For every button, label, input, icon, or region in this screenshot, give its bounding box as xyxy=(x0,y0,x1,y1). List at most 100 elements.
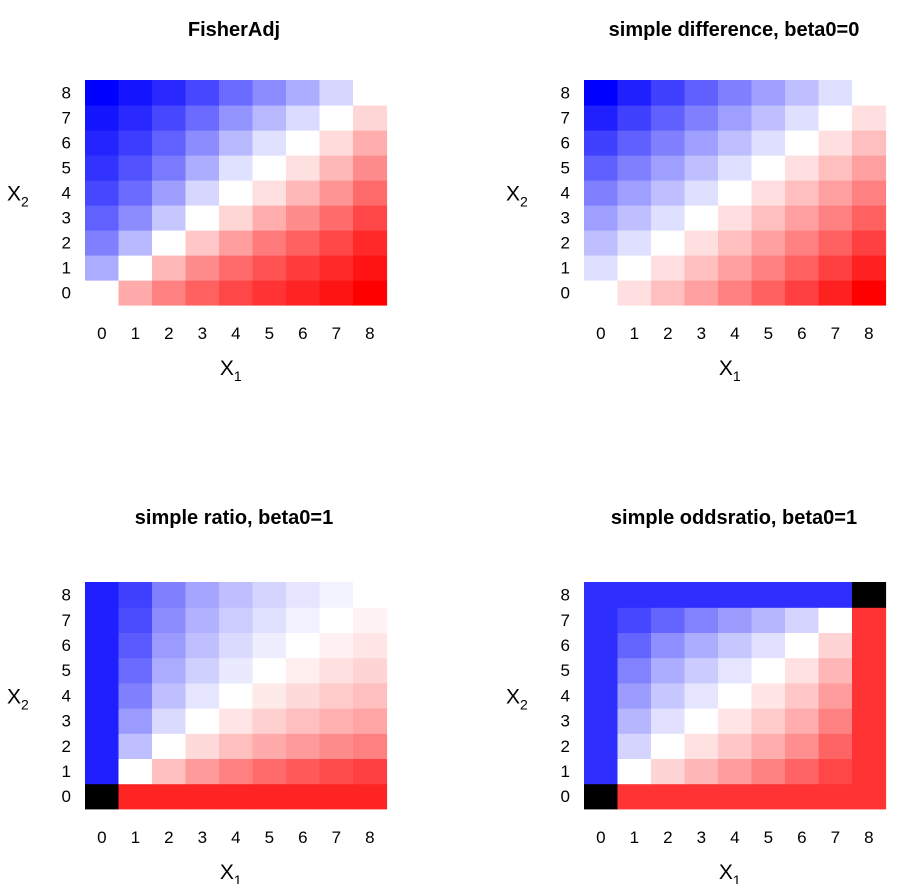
heatmap-cell xyxy=(751,255,786,281)
heatmap-cell xyxy=(219,205,254,231)
heatmap-cell xyxy=(319,657,354,684)
y-tick-label: 6 xyxy=(561,636,570,655)
y-tick-label: 6 xyxy=(62,134,71,153)
heatmap-cell xyxy=(684,682,719,709)
heatmap-cell xyxy=(252,255,287,281)
heatmap-cell xyxy=(219,582,254,608)
heatmap-cell xyxy=(651,180,686,206)
heatmap-cell xyxy=(617,80,652,106)
heatmap-cell xyxy=(785,205,820,231)
heatmap-cell xyxy=(286,783,321,810)
y-tick-label: 4 xyxy=(62,184,71,203)
heatmap-cell xyxy=(818,657,853,684)
heatmap-cell xyxy=(85,607,120,633)
heatmap-cell xyxy=(785,155,820,181)
heatmap-cell xyxy=(617,205,652,231)
heatmap-cell xyxy=(252,783,287,810)
heatmap-cell xyxy=(252,632,287,659)
y-tick-label: 1 xyxy=(62,762,71,781)
heatmap-cell xyxy=(785,758,820,785)
heatmap-cell xyxy=(353,205,388,231)
heatmap-cell xyxy=(818,130,853,156)
heatmap-panel-4: simple oddsratio, beta0=1 0 1 2 3 4 5 6 7 8 0 1 2 3 4 5… xyxy=(506,507,887,884)
x-tick-label: 5 xyxy=(265,324,274,343)
heatmap-cell xyxy=(286,582,321,608)
x-tick-label: 4 xyxy=(231,828,240,847)
heatmap-cell xyxy=(852,657,887,684)
heatmap-cell xyxy=(684,130,719,156)
heatmap-cell xyxy=(852,80,887,106)
y-axis-label: X2 xyxy=(506,183,528,210)
heatmap-cell xyxy=(219,607,254,633)
heatmap-cell xyxy=(118,155,153,181)
heatmap-cell xyxy=(651,657,686,684)
heatmap-cell xyxy=(785,230,820,256)
heatmap-cell xyxy=(319,205,354,231)
heatmap-cell xyxy=(718,180,753,206)
heatmap-cell xyxy=(751,733,786,759)
x-axis-label: X1 xyxy=(220,357,242,384)
y-tick-label: 2 xyxy=(561,737,570,756)
heatmap-cell xyxy=(718,632,753,659)
heatmap-cell xyxy=(286,733,321,759)
panel-title: simple oddsratio, beta0=1 xyxy=(611,507,857,529)
heatmap-cell xyxy=(219,657,254,684)
heatmap-cell xyxy=(584,180,619,206)
heatmap-cell xyxy=(617,130,652,156)
heatmap-cell xyxy=(584,80,619,106)
heatmap-cell xyxy=(353,255,388,281)
heatmap-cell xyxy=(85,230,120,256)
x-tick-label: 5 xyxy=(764,324,773,343)
x-tick-label: 0 xyxy=(97,324,106,343)
heatmap-cell xyxy=(751,632,786,659)
heatmap-cell xyxy=(286,607,321,633)
heatmap-cell xyxy=(152,80,187,106)
heatmap-cell xyxy=(152,205,187,231)
heatmap-cell xyxy=(785,682,820,709)
heatmap-cell xyxy=(818,607,853,633)
x-tick-label: 2 xyxy=(164,324,173,343)
heatmap-cell xyxy=(286,130,321,156)
heatmap-cell xyxy=(219,682,254,709)
heatmap-cell xyxy=(684,80,719,106)
x-tick-label: 3 xyxy=(697,828,706,847)
y-tick-label: 8 xyxy=(62,84,71,103)
heatmap-cell xyxy=(818,682,853,709)
heatmap-cell xyxy=(219,180,254,206)
heatmap-cell xyxy=(584,733,619,759)
heatmap-cell xyxy=(785,607,820,633)
panel-title: simple difference, beta0=0 xyxy=(609,19,860,41)
heatmap-cell xyxy=(353,632,388,659)
heatmap-cell xyxy=(684,607,719,633)
x-tick-label: 2 xyxy=(663,828,672,847)
heatmap-cell xyxy=(617,733,652,759)
heatmap-cell xyxy=(219,708,254,734)
heatmap-cell xyxy=(751,80,786,106)
heatmap-cell xyxy=(818,155,853,181)
heatmap-cell xyxy=(85,180,120,206)
heatmap-cell xyxy=(718,105,753,131)
heatmap-panel-3: simple ratio, beta0=1 0 1 2 3 4 5 6 7 8 0 1 2 3 4 5 6 7 8 X… xyxy=(7,507,388,884)
heatmap-cell xyxy=(852,582,887,608)
heatmap-cell xyxy=(818,582,853,608)
heatmap-cell xyxy=(751,758,786,785)
y-tick-label: 0 xyxy=(561,284,570,303)
y-tick-label: 5 xyxy=(561,159,570,178)
heatmap-cell xyxy=(818,280,853,306)
heatmap-cell xyxy=(185,230,220,256)
y-tick-label: 1 xyxy=(561,259,570,278)
heatmap-cell xyxy=(118,682,153,709)
heatmap-cell xyxy=(286,682,321,709)
y-axis-label: X2 xyxy=(7,183,29,210)
x-tick-label: 8 xyxy=(365,324,374,343)
heatmap-cell xyxy=(651,682,686,709)
y-tick-label: 2 xyxy=(62,737,71,756)
heatmap-cell xyxy=(651,105,686,131)
heatmap-cell xyxy=(319,708,354,734)
heatmap-cell xyxy=(252,280,287,306)
heatmap-cell xyxy=(185,255,220,281)
heatmap-cell xyxy=(718,657,753,684)
heatmap-cell xyxy=(684,155,719,181)
heatmap-cell xyxy=(751,205,786,231)
